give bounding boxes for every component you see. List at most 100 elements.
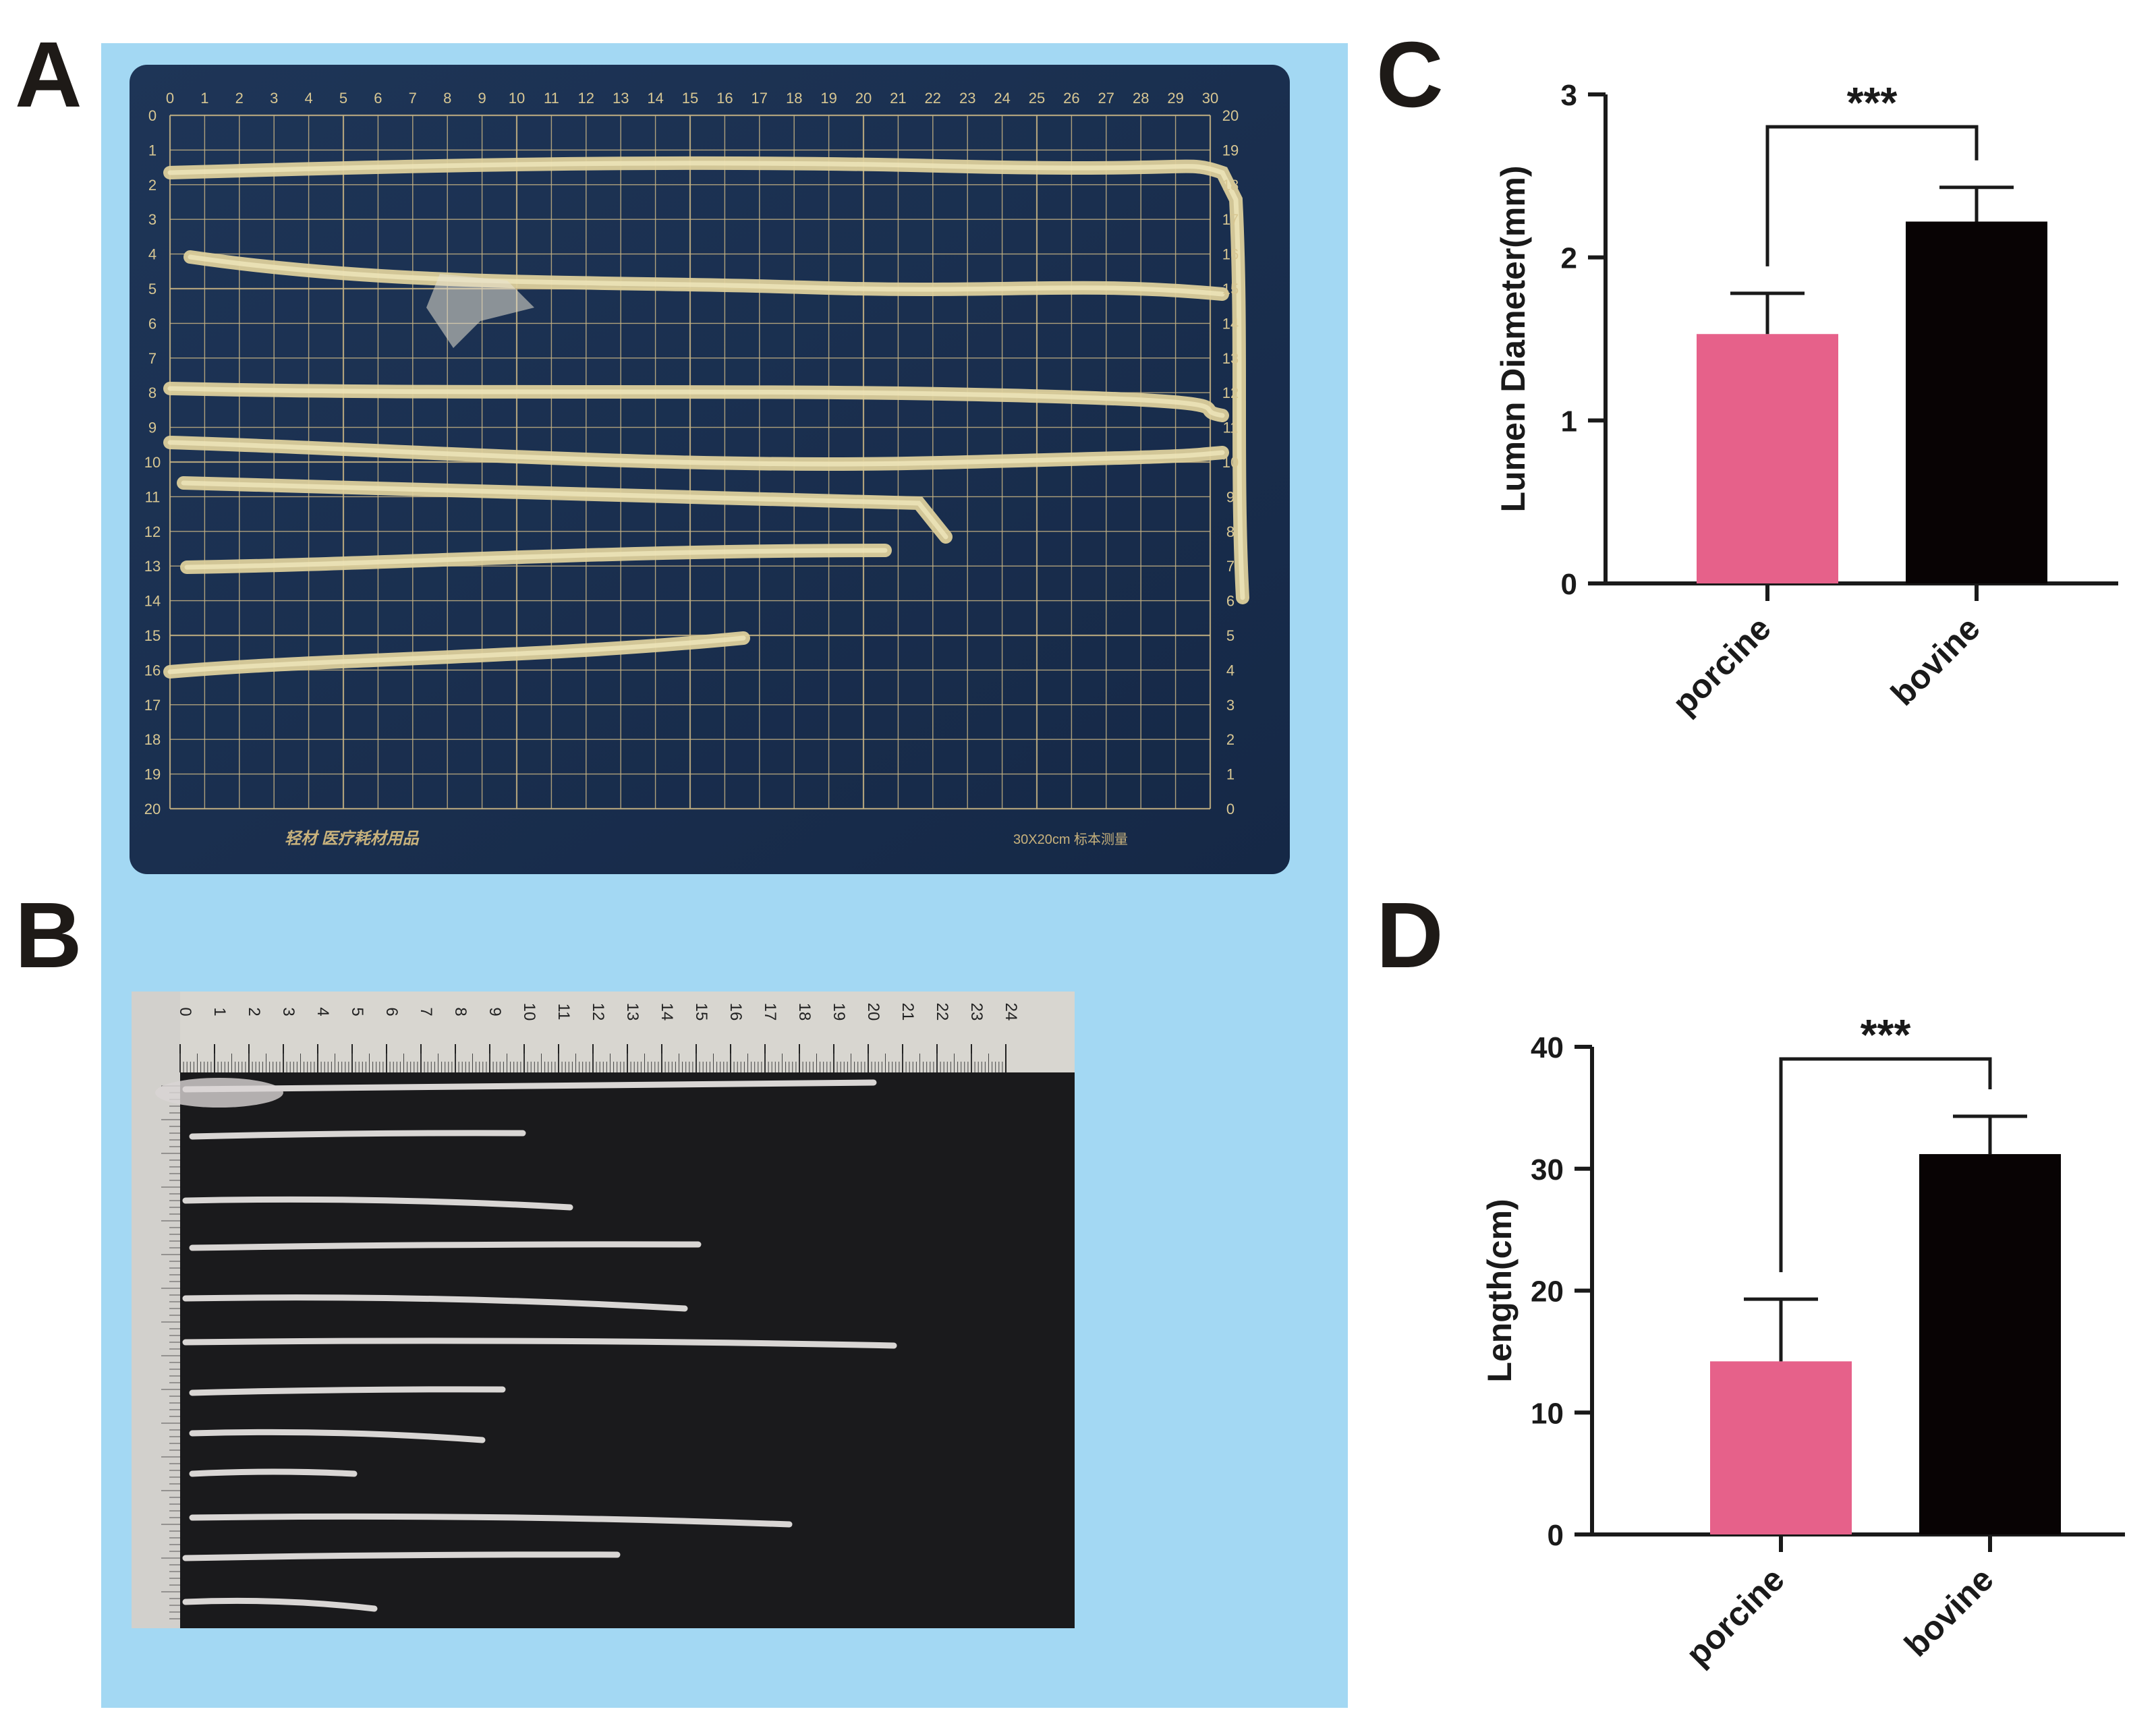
ruler-ticks: 0 1 2 3 4 5 6 7 8 9 10 11 12 13 14 15 16 17 18 19 20 21 22 23 24 <box>161 1003 1020 1619</box>
ruler-label-right: 16 <box>1222 246 1239 263</box>
black-sheet <box>132 992 1075 1628</box>
ruler-number: 8 <box>451 1007 470 1016</box>
ruler-number: 16 <box>727 1003 745 1021</box>
ruler-label-top: 12 <box>578 90 594 107</box>
x-tick-label-porcine: porcine <box>1678 1560 1791 1673</box>
ruler-number: 12 <box>589 1003 607 1021</box>
ruler-label-left: 7 <box>148 350 157 367</box>
ruler-number: 17 <box>761 1003 779 1021</box>
ruler-number: 11 <box>555 1004 573 1021</box>
specimen-highlight <box>167 386 1225 418</box>
ruler-label-right: 12 <box>1222 384 1239 401</box>
ruler-label-left: 4 <box>148 246 157 263</box>
ruler-number: 6 <box>382 1007 401 1016</box>
ruler-number: 7 <box>417 1007 435 1016</box>
ruler-label-left: 8 <box>148 384 157 401</box>
ruler-label-left: 13 <box>144 558 161 575</box>
ruler-label-right: 7 <box>1226 558 1235 575</box>
specimen-blob <box>155 1078 283 1108</box>
ruler-label-top: 26 <box>1063 90 1079 107</box>
y-tick-label: 0 <box>1561 568 1577 601</box>
y-tick-label: 1 <box>1561 405 1577 438</box>
y-tick-label: 2 <box>1561 242 1577 275</box>
ruler-label-left: 16 <box>144 662 161 679</box>
ruler-label-top: 17 <box>751 90 768 107</box>
ruler-label-top: 24 <box>994 90 1010 107</box>
specimen-strand <box>182 1196 573 1211</box>
ruler-number: 21 <box>899 1003 917 1021</box>
ruler-label-left: 2 <box>148 177 157 194</box>
ruler-label-right: 14 <box>1222 315 1239 332</box>
ruler-label-top: 11 <box>544 90 559 107</box>
ruler-label-left: 3 <box>148 211 157 228</box>
mat-brand: 轻材 医疗耗材用品 <box>285 830 420 848</box>
specimen-highlight <box>181 480 948 540</box>
ruler-number: 9 <box>486 1007 504 1016</box>
top-ruler <box>132 992 1075 1072</box>
ruler-label-top: 1 <box>200 90 208 107</box>
ruler-number: 14 <box>658 1003 676 1021</box>
x-tick-label-bovine: bovine <box>1897 1560 2001 1664</box>
specimen-strand <box>182 1597 378 1612</box>
ruler-number: 13 <box>623 1003 642 1021</box>
bar-porcine <box>1710 1361 1852 1534</box>
ruler-label-top: 15 <box>682 90 698 107</box>
ruler-label-top: 23 <box>959 90 975 107</box>
ruler-label-left: 18 <box>144 731 161 748</box>
ruler-label-left: 12 <box>144 523 161 540</box>
residue-patch <box>426 274 534 348</box>
specimen-strand <box>189 1429 486 1443</box>
bar-bovine <box>1919 1154 2061 1534</box>
ruler-label-top: 28 <box>1133 90 1149 107</box>
specimen-highlight <box>167 635 746 674</box>
specimen-strand <box>182 1079 877 1093</box>
specimen-highlight <box>184 548 888 570</box>
ruler-label-top: 0 <box>166 90 174 107</box>
bar-porcine <box>1697 334 1838 583</box>
ruler-label-top: 16 <box>716 90 733 107</box>
ruler-label-left: 15 <box>144 627 161 644</box>
photo-a-cutting-mat: 0 1 2 3 4 5 6 7 8 9 10 11 12 13 14 15 16 17 18 19 20 21 22 23 24… <box>130 65 1290 874</box>
ruler-label-right: 20 <box>1222 107 1239 124</box>
ruler-label-left: 5 <box>148 281 157 297</box>
specimen-strand <box>189 1468 358 1477</box>
ruler-label-right: 19 <box>1222 142 1239 159</box>
y-tick-label: 30 <box>1531 1153 1564 1186</box>
ruler-label-left: 14 <box>144 593 161 610</box>
y-axis-label: Length(cm) <box>1481 1199 1519 1382</box>
specimen-highlight <box>188 254 1225 297</box>
ruler-label-top: 18 <box>786 90 802 107</box>
ruler-label-top: 8 <box>443 90 451 107</box>
ruler-number: 10 <box>520 1003 538 1021</box>
specimen-highlight <box>167 161 1245 600</box>
panel-label-c: C <box>1376 23 1444 127</box>
y-tick-label: 0 <box>1548 1519 1564 1552</box>
y-tick-label: 3 <box>1561 79 1577 112</box>
specimen-strand <box>182 1338 897 1349</box>
ruler-label-top: 2 <box>235 90 244 107</box>
significance-stars: *** <box>1847 78 1898 127</box>
significance-bracket <box>1765 125 1979 266</box>
ruler-number: 24 <box>1002 1003 1020 1021</box>
panel-label-b: B <box>15 884 82 987</box>
ruler-number: 5 <box>348 1007 366 1016</box>
mat-ruler-labels: 0 1 2 3 4 5 6 7 8 9 10 11 12 13 14 15 16 17 18 19 20 21 22 23 24… <box>144 90 1239 817</box>
ruler-label-left: 11 <box>145 488 161 505</box>
ruler-label-top: 13 <box>613 90 629 107</box>
significance-bracket <box>1779 1057 1992 1273</box>
ruler-label-top: 10 <box>509 90 525 107</box>
ruler-label-top: 25 <box>1029 90 1045 107</box>
significance-stars: *** <box>1861 1010 1911 1059</box>
mat-grid <box>169 114 1212 810</box>
ruler-label-right: 17 <box>1222 211 1239 228</box>
ruler-label-left: 6 <box>148 315 157 332</box>
ruler-number: 0 <box>176 1007 194 1016</box>
ruler-number: 18 <box>795 1003 814 1021</box>
ruler-number: 1 <box>210 1007 229 1016</box>
ruler-number: 15 <box>692 1003 710 1021</box>
ruler-label-right: 5 <box>1226 627 1235 644</box>
ruler-label-right: 9 <box>1226 488 1235 505</box>
ruler-label-top: 30 <box>1202 90 1218 107</box>
ruler-label-top: 21 <box>890 90 906 107</box>
ruler-number: 20 <box>864 1003 882 1021</box>
